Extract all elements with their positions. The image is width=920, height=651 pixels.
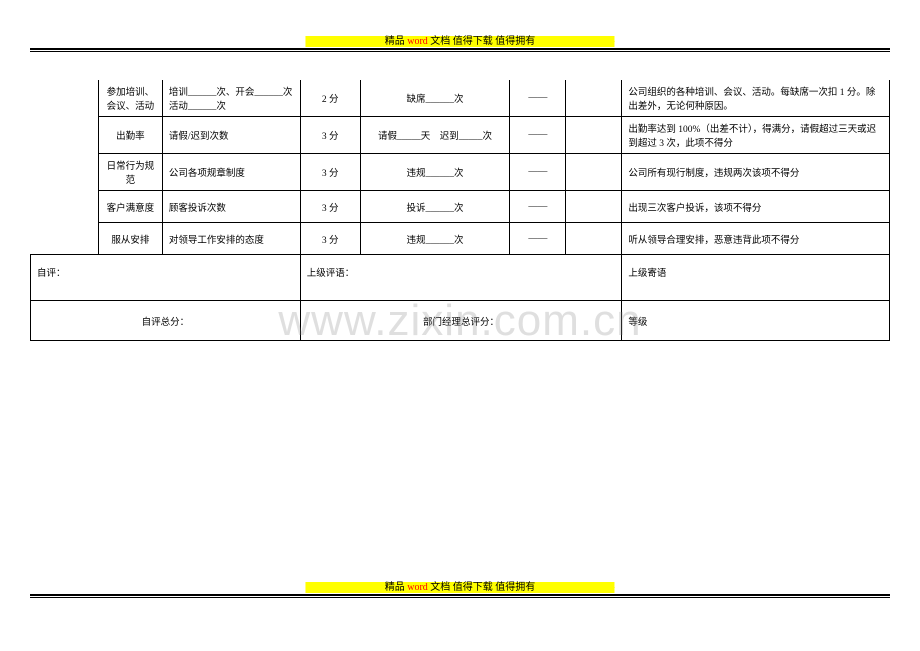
dash-left: ---------------------------- <box>305 582 384 593</box>
record-cell: 违规______次 <box>360 154 510 191</box>
evaluation-table: 参加培训、会议、活动 培训______次、开会______次 活动______次… <box>30 80 890 341</box>
note-cell: 公司组织的各种培训、会议、活动。每缺席一次扣 1 分。除出差外，无论何种原因。 <box>622 80 890 117</box>
blank-cell <box>566 154 622 191</box>
table-row: 参加培训、会议、活动 培训______次、开会______次 活动______次… <box>31 80 890 117</box>
item-cell: 客户满意度 <box>98 191 162 223</box>
table-row: 服从安排 对领导工作安排的态度 3 分 违规______次 —— 听从领导合理安… <box>31 223 890 255</box>
comment-row: 自评： 上级评语： 上级寄语 <box>31 255 890 301</box>
blank-cell: —— <box>510 117 566 154</box>
points-cell: 3 分 <box>300 191 360 223</box>
dash-right: ---------------------------- <box>535 36 614 47</box>
banner-pre: 精品 <box>385 36 408 47</box>
item-cell: 服从安排 <box>98 223 162 255</box>
blank-cell <box>566 191 622 223</box>
blank-cell: —— <box>510 80 566 117</box>
note-cell: 听从领导合理安排，恶意违背此项不得分 <box>622 223 890 255</box>
grade-cell: 等级 <box>622 301 890 341</box>
item-cell: 参加培训、会议、活动 <box>98 80 162 117</box>
blank-cell <box>566 80 622 117</box>
superior-msg-cell: 上级寄语 <box>622 255 890 301</box>
bottom-banner: ----------------------------精品 word 文档 值… <box>305 578 614 593</box>
category-cell <box>31 80 99 255</box>
indicator-cell: 顾客投诉次数 <box>162 191 300 223</box>
note-cell: 出勤率达到 100%（出差不计），得满分，请假超过三天或迟到超过 3 次，此项不… <box>622 117 890 154</box>
banner-post: 文档 值得下载 值得拥有 <box>428 582 536 593</box>
banner-pre: 精品 <box>385 582 408 593</box>
indicator-cell: 对领导工作安排的态度 <box>162 223 300 255</box>
top-rule <box>30 48 890 52</box>
blank-cell <box>566 223 622 255</box>
self-comment-cell: 自评： <box>31 255 301 301</box>
item-cell: 出勤率 <box>98 117 162 154</box>
mgr-total-cell: 部门经理总评分： <box>300 301 622 341</box>
bottom-rule <box>30 594 890 598</box>
note-cell: 出现三次客户投诉，该项不得分 <box>622 191 890 223</box>
blank-cell <box>566 117 622 154</box>
table-row: 客户满意度 顾客投诉次数 3 分 投诉______次 —— 出现三次客户投诉，该… <box>31 191 890 223</box>
indicator-cell: 公司各项规章制度 <box>162 154 300 191</box>
top-banner: ----------------------------精品 word 文档 值… <box>305 32 614 47</box>
record-cell: 缺席______次 <box>360 80 510 117</box>
dash-right: ---------------------------- <box>535 582 614 593</box>
indicator-cell: 请假/迟到次数 <box>162 117 300 154</box>
item-cell: 日常行为规范 <box>98 154 162 191</box>
blank-cell: —— <box>510 223 566 255</box>
superior-comment-cell: 上级评语： <box>300 255 622 301</box>
record-cell: 违规______次 <box>360 223 510 255</box>
self-total-cell: 自评总分： <box>31 301 301 341</box>
banner-word: word <box>407 36 428 47</box>
indicator-cell: 培训______次、开会______次 活动______次 <box>162 80 300 117</box>
points-cell: 3 分 <box>300 223 360 255</box>
points-cell: 3 分 <box>300 117 360 154</box>
record-cell: 投诉______次 <box>360 191 510 223</box>
total-row: 自评总分： 部门经理总评分： 等级 <box>31 301 890 341</box>
record-cell: 请假_____天 迟到_____次 <box>360 117 510 154</box>
note-cell: 公司所有现行制度，违规两次该项不得分 <box>622 154 890 191</box>
dash-left: ---------------------------- <box>305 36 384 47</box>
blank-cell: —— <box>510 191 566 223</box>
table-row: 出勤率 请假/迟到次数 3 分 请假_____天 迟到_____次 —— 出勤率… <box>31 117 890 154</box>
table-row: 日常行为规范 公司各项规章制度 3 分 违规______次 —— 公司所有现行制… <box>31 154 890 191</box>
blank-cell: —— <box>510 154 566 191</box>
banner-word: word <box>407 582 428 593</box>
points-cell: 3 分 <box>300 154 360 191</box>
banner-post: 文档 值得下载 值得拥有 <box>428 36 536 47</box>
points-cell: 2 分 <box>300 80 360 117</box>
